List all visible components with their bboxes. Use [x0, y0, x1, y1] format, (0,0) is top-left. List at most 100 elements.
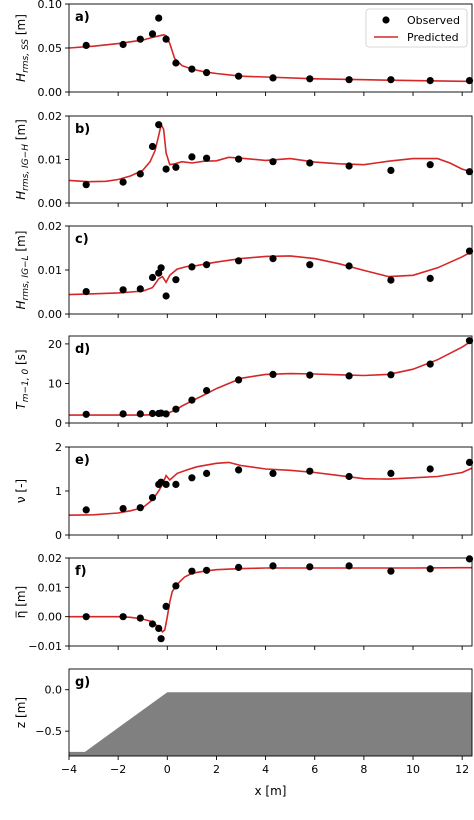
observed-point: [387, 469, 395, 477]
observed-point: [119, 286, 127, 294]
observed-point: [306, 261, 314, 269]
observed-point: [465, 168, 474, 176]
observed-point: [387, 371, 395, 379]
panel-frame: [68, 335, 473, 424]
observed-point: [345, 262, 353, 270]
y-tick-label: 0.01: [38, 264, 63, 277]
observed-point: [188, 263, 196, 271]
observed-point: [119, 505, 127, 513]
observed-point: [203, 154, 211, 162]
panel-label: f): [75, 564, 87, 579]
x-tick-label: 2: [213, 763, 220, 776]
observed-point: [465, 247, 474, 255]
y-tick-label: 0.00: [38, 86, 63, 99]
observed-point: [306, 75, 314, 83]
observed-point: [136, 614, 144, 622]
observed-point: [82, 181, 90, 189]
predicted-line-f: [69, 566, 472, 634]
observed-point: [82, 41, 90, 50]
observed-point: [235, 563, 243, 572]
observed-point: [162, 602, 170, 611]
observed-point: [82, 410, 90, 418]
observed-point: [148, 30, 157, 38]
observed-point: [203, 261, 211, 269]
observed-point: [203, 566, 211, 574]
observed-point: [148, 494, 157, 502]
panel-f: −0.01 0.00 0.01 0.02 f) η̅ [m]: [14, 552, 474, 653]
observed-point: [235, 257, 243, 265]
observed-point: [269, 562, 277, 570]
predicted-line-b: [69, 122, 472, 183]
observed-point: [136, 285, 144, 293]
observed-point: [387, 276, 395, 284]
observed-point: [148, 409, 157, 418]
observed-point: [203, 469, 211, 477]
x-tick-label: −2: [110, 763, 126, 776]
y-tick-label: 0.00: [38, 197, 63, 210]
observed-point: [465, 555, 474, 563]
panel-label: c): [75, 232, 89, 247]
observed-point: [162, 35, 170, 43]
observed-point: [235, 155, 243, 163]
observed-point: [426, 274, 434, 282]
y-axis-label: z [m]: [14, 697, 28, 728]
panel-label: b): [75, 122, 90, 137]
observed-point: [148, 142, 157, 151]
observed-point: [306, 159, 314, 167]
observed-point: [82, 613, 90, 621]
y-tick-label: 0.01: [38, 154, 63, 167]
observed-point: [387, 567, 395, 575]
observed-point: [188, 65, 196, 73]
predicted-line-d: [69, 340, 472, 416]
legend: Observed Predicted: [365, 8, 468, 48]
observed-point: [465, 337, 474, 345]
x-tick-label: −4: [61, 763, 77, 776]
observed-point: [387, 76, 395, 84]
x-tick-label: 10: [406, 763, 420, 776]
panel-d: 0 10 20 d) Tm−1, 0 [s]: [14, 335, 474, 430]
observed-point: [269, 370, 277, 378]
observed-point: [345, 76, 353, 84]
y-axis-label: ν [-]: [14, 479, 28, 503]
observed-point: [203, 387, 211, 395]
observed-point: [235, 72, 243, 80]
y-tick-label: −0.5: [35, 725, 62, 738]
panel-label: a): [75, 10, 90, 25]
observed-point: [162, 480, 170, 488]
observed-point: [136, 504, 144, 512]
y-axis-label: Hrms, IG−L [m]: [14, 231, 31, 310]
x-tick-label: 6: [311, 763, 318, 776]
observed-point: [426, 465, 434, 473]
observed-point: [119, 613, 127, 621]
observed-point: [157, 635, 165, 643]
y-tick-label: −0.01: [28, 640, 62, 653]
legend-observed-marker: [382, 16, 390, 24]
observed-point: [345, 472, 353, 481]
y-tick-label: 0.05: [38, 42, 63, 55]
panel-g: −4 −2 0 2 4 6 8 10 12 −0.5 0.0 g) z [m]: [14, 668, 473, 776]
observed-point: [162, 165, 170, 173]
observed-point: [136, 170, 144, 178]
y-tick-label: 20: [48, 338, 62, 351]
x-tick-label: 12: [455, 763, 469, 776]
legend-observed-label: Observed: [407, 14, 460, 27]
y-tick-label: 2: [55, 441, 62, 454]
observed-point: [172, 163, 180, 171]
observed-point: [269, 74, 277, 82]
observed-point: [345, 162, 353, 170]
observed-point: [148, 620, 157, 628]
observed-point: [148, 273, 157, 282]
y-tick-label: 0.01: [38, 581, 63, 594]
observed-point: [235, 376, 243, 384]
observed-point: [162, 410, 170, 418]
observed-point: [188, 567, 196, 575]
y-tick-label: 0.0: [45, 684, 63, 697]
observed-point: [119, 40, 127, 49]
observed-point: [162, 292, 170, 300]
panel-frame: [68, 225, 473, 315]
y-tick-label: 0.02: [38, 110, 63, 123]
y-axis-label: η̅ [m]: [14, 586, 28, 619]
panel-label: e): [75, 453, 90, 468]
y-tick-label: 0.00: [38, 308, 63, 321]
